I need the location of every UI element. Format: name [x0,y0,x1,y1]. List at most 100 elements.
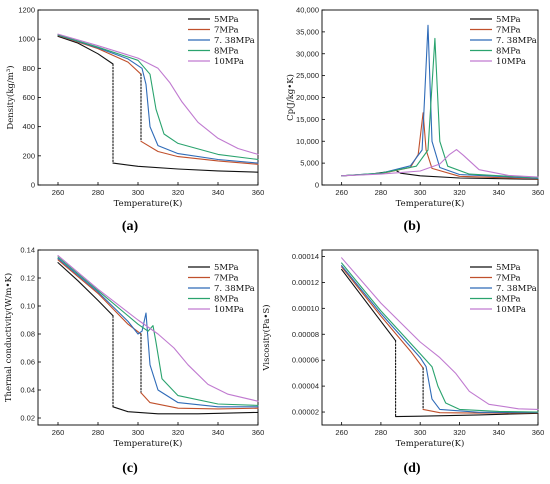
series-line-5mpa [112,162,259,173]
y-tick-label: 1000 [18,35,35,44]
y-tick-label: 0.10 [20,302,35,311]
x-tick-label: 300 [414,428,427,437]
x-tick-label: 280 [375,428,388,437]
y-tick-label: 0.00012 [292,278,319,287]
y-axis-label: Density(kg/m³) [5,65,16,129]
chart-panel-3: 260 280 300 320 340 360 0.02 0.04 0.06 0.08 0.10 0.… [3,246,264,477]
series-line-738mpa [57,257,259,408]
legend-label: 8MPa [214,47,239,57]
y-tick-label: 20,000 [296,93,319,102]
legend-label: 8MPa [496,47,521,57]
y-tick-label: 0.02 [20,414,35,423]
x-axis-label: Temperature(K) [396,198,465,209]
x-axis-label: Temperature(K) [114,438,183,449]
legend-label: 10MPa [214,305,244,315]
y-tick-label: 200 [22,151,35,160]
y-tick-label: 0.08 [20,330,35,339]
legend-label: 5MPa [496,15,521,25]
y-tick-label: 400 [22,122,35,131]
x-tick-label: 360 [532,428,545,437]
series-line-5mpa [57,262,114,317]
series-line-10mpa [57,255,259,402]
x-tick-label: 300 [132,428,145,437]
series-line-5mpa [112,406,259,415]
legend-label: 7. 38MPa [496,36,537,46]
x-axis-label: Temperature(K) [396,438,465,449]
y-tick-label: 30,000 [296,49,319,58]
legend-label: 7MPa [214,26,239,36]
series-line-7mpa [140,140,259,165]
y-tick-label: 15,000 [296,115,319,124]
x-tick-label: 320 [172,428,185,437]
panel-caption: (b) [403,219,420,234]
legend-label: 5MPa [496,263,521,273]
y-axis-label: Thermal conductivity(W/m•K) [3,273,14,402]
y-tick-label: 0.00004 [292,382,319,391]
y-tick-label: 0.00008 [292,330,319,339]
x-tick-label: 320 [453,188,466,197]
series-line-5mpa [395,412,539,418]
x-tick-label: 260 [335,188,348,197]
chart-panel-1: 260 280 300 320 340 360 0 200 400 600 800 1000 1200 T… [5,6,264,235]
y-tick-label: 25,000 [296,71,319,80]
legend-label: 7. 38MPa [496,284,537,294]
x-tick-label: 360 [532,188,545,197]
x-tick-label: 360 [252,188,265,197]
panel-caption: (a) [122,219,139,234]
legend-label: 10MPa [214,57,244,67]
series-line-8mpa [341,37,539,179]
x-tick-label: 340 [212,188,225,197]
y-tick-label: 0 [31,181,35,190]
legend-label: 7. 38MPa [214,284,255,294]
legend-label: 7MPa [496,26,521,36]
y-tick-label: 0.12 [20,274,35,283]
x-tick-label: 340 [492,188,505,197]
y-tick-label: 40,000 [296,6,319,15]
panel-caption: (c) [122,461,138,476]
x-tick-label: 300 [414,188,427,197]
x-tick-label: 260 [52,428,65,437]
legend-label: 8MPa [214,295,239,305]
series-line-10mpa [341,257,539,410]
series-line-10mpa [341,149,539,178]
y-tick-label: 10,000 [296,137,319,146]
x-tick-label: 340 [212,428,225,437]
y-axis-label: Viscosity(Pa•S) [261,304,272,371]
x-tick-label: 280 [375,188,388,197]
series-line-8mpa [57,256,259,406]
y-tick-label: 0.00002 [292,408,319,417]
y-tick-label: 35,000 [296,27,319,36]
legend-label: 5MPa [214,263,239,273]
series-line-7mpa [140,392,259,410]
y-tick-label: 1200 [18,6,35,15]
series-line-738mpa [341,265,539,413]
y-tick-label: 0 [315,181,319,190]
series-line-7mpa [341,266,424,369]
x-axis-label: Temperature(K) [114,198,183,209]
series-line-10mpa [57,33,259,155]
x-tick-label: 320 [172,188,185,197]
y-axis-label: Cp(J/kg•K) [285,74,296,121]
legend-label: 7. 38MPa [214,36,255,46]
x-tick-label: 260 [52,188,65,197]
plot-frame [37,249,259,426]
chart-panel-2: 260 280 300 320 340 360 0 5,000 10,000 15,000 20,0… [285,6,544,235]
panel-caption: (d) [403,461,420,476]
legend-label: 5MPa [214,15,239,25]
x-tick-label: 280 [92,428,105,437]
series-line-7mpa [341,112,539,180]
series-line-8mpa [341,262,539,413]
series-line-5mpa [57,35,114,65]
y-tick-label: 0.04 [20,386,35,395]
plot-frame [321,249,539,426]
x-tick-label: 360 [252,428,265,437]
x-tick-label: 340 [492,428,505,437]
legend-label: 10MPa [496,57,526,67]
legend-label: 10MPa [496,305,526,315]
x-tick-label: 260 [335,428,348,437]
